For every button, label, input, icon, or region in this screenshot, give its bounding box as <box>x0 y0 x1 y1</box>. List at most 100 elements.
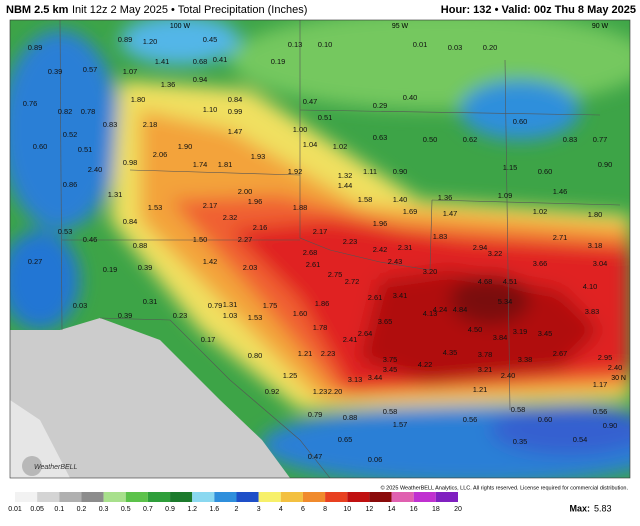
value-label: 0.23 <box>173 311 188 320</box>
value-label: 0.80 <box>248 351 263 360</box>
value-label: 1.36 <box>438 193 453 202</box>
value-label: 2.06 <box>153 150 168 159</box>
value-label: 3.66 <box>533 259 548 268</box>
colorbar-swatch <box>391 492 414 502</box>
value-label: 1.75 <box>263 301 278 310</box>
value-label: 2.27 <box>238 235 253 244</box>
value-label: 1.74 <box>193 160 208 169</box>
value-label: 0.60 <box>538 167 553 176</box>
meridian-label: 95 W <box>392 23 409 30</box>
value-label: 4.13 <box>423 309 438 318</box>
value-label: 3.45 <box>538 329 553 338</box>
value-label: 1.58 <box>358 195 373 204</box>
colorbar-swatch <box>125 492 148 502</box>
valid-time: Hour: 132 • Valid: 00z Thu 8 May 2025 <box>441 4 636 16</box>
value-label: 0.77 <box>593 135 608 144</box>
value-label: 0.19 <box>271 57 286 66</box>
value-label: 2.43 <box>388 257 403 266</box>
value-label: 1.53 <box>248 313 263 322</box>
value-label: 1.00 <box>293 125 308 134</box>
logo: WeatherBELL <box>22 456 78 476</box>
value-label: 1.40 <box>393 195 408 204</box>
value-label: 4.22 <box>418 360 433 369</box>
value-label: 4.84 <box>453 305 468 314</box>
value-label: 2.72 <box>345 277 360 286</box>
value-label: 1.86 <box>315 299 330 308</box>
value-label: 1.07 <box>123 67 138 76</box>
colorbar-label: 0.01 <box>8 506 22 513</box>
value-label: 0.88 <box>343 413 358 422</box>
colorbar-label: 0.3 <box>99 506 109 513</box>
colorbar-label: 10 <box>343 506 351 513</box>
value-label: 1.09 <box>498 191 513 200</box>
value-label: 1.90 <box>178 142 193 151</box>
value-label: 4.68 <box>478 277 493 286</box>
value-label: 1.46 <box>553 187 568 196</box>
value-label: 2.40 <box>88 165 103 174</box>
value-label: 0.39 <box>48 67 63 76</box>
value-label: 0.79 <box>308 410 323 419</box>
value-label: 0.68 <box>193 57 208 66</box>
value-label: 3.22 <box>488 249 503 258</box>
value-label: 0.51 <box>78 145 93 154</box>
value-label: 2.17 <box>313 227 328 236</box>
colorbar-swatch <box>302 492 326 502</box>
value-label: 3.18 <box>588 241 603 250</box>
value-label: 0.54 <box>573 435 588 444</box>
value-label: 0.19 <box>103 265 118 274</box>
value-label: 0.10 <box>318 40 333 49</box>
value-label: 2.18 <box>143 120 158 129</box>
value-label: 0.83 <box>103 120 118 129</box>
value-label: 3.04 <box>593 259 608 268</box>
max-value: 5.83 <box>594 503 612 513</box>
colorbar-swatch <box>258 492 281 502</box>
value-label: 2.23 <box>321 349 336 358</box>
value-label: 0.90 <box>393 167 408 176</box>
colorbar-label: 1.6 <box>209 506 219 513</box>
value-label: 1.02 <box>333 142 348 151</box>
value-label: 0.27 <box>28 257 43 266</box>
value-label: 0.89 <box>118 35 133 44</box>
colorbar-label: 8 <box>323 506 327 513</box>
colorbar-label: 12 <box>366 506 374 513</box>
value-label: 0.79 <box>208 301 223 310</box>
value-label: 0.41 <box>213 55 228 64</box>
value-label: 3.78 <box>478 350 493 359</box>
value-label: 0.57 <box>83 65 98 74</box>
colorbar-label: 0.05 <box>30 506 44 513</box>
value-label: 0.76 <box>23 99 38 108</box>
value-label: 1.83 <box>433 232 448 241</box>
value-label: 1.31 <box>223 300 238 309</box>
value-label: 3.20 <box>423 267 438 276</box>
value-label: 0.01 <box>413 40 428 49</box>
colorbar-swatch <box>59 492 82 502</box>
colorbar-label: 4 <box>279 506 283 513</box>
value-label: 2.20 <box>328 387 343 396</box>
colorbar-label: 0.9 <box>165 506 175 513</box>
value-label: 3.83 <box>585 307 600 316</box>
value-label: 1.02 <box>533 207 548 216</box>
value-label: 0.78 <box>81 107 96 116</box>
value-label: 2.64 <box>358 329 373 338</box>
value-label: 0.47 <box>303 97 318 106</box>
colorbar-label: 3 <box>257 506 261 513</box>
value-label: 2.41 <box>343 335 358 344</box>
value-label: 0.46 <box>83 235 98 244</box>
value-label: 2.17 <box>203 201 218 210</box>
value-labels: 0.89 0.89 1.20 0.45 0.13 0.10 0.01 0.03 0.20 0.39… <box>23 35 623 464</box>
value-label: 3.41 <box>393 291 408 300</box>
value-label: 0.40 <box>403 93 418 102</box>
value-label: 0.17 <box>201 335 216 344</box>
value-label: 1.31 <box>108 190 123 199</box>
value-label: 1.17 <box>593 380 608 389</box>
value-label: 2.16 <box>253 223 268 232</box>
value-label: 0.63 <box>373 133 388 142</box>
colorbar-swatch <box>192 492 215 502</box>
colorbar-swatch <box>325 492 348 502</box>
value-label: 0.03 <box>448 43 463 52</box>
value-label: 2.03 <box>243 263 258 272</box>
colorbar-label: 16 <box>410 506 418 513</box>
value-label: 0.89 <box>28 43 43 52</box>
value-label: 0.06 <box>368 455 383 464</box>
value-label: 1.53 <box>148 203 163 212</box>
